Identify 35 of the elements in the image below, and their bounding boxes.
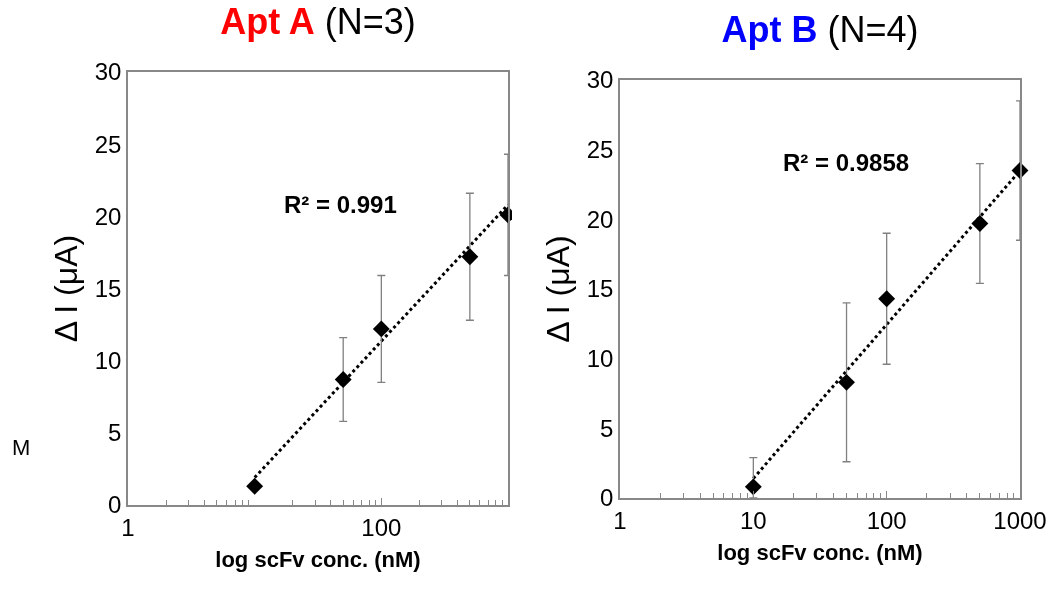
annotation: R² = 0.9858 [783,149,910,176]
y-tick-label: 0 [600,484,614,512]
point [878,290,896,308]
chart-title: Apt B [721,9,818,50]
y-tick-label: 25 [94,130,122,158]
y-tick-label: 20 [94,202,122,230]
y-tick-label: 15 [94,274,122,302]
x-axis-title: log scFv conc. (nM) [717,539,923,565]
y-tick-label: 5 [108,419,122,447]
x-tick-label: 1 [121,513,135,541]
y-axis-title: Δ I (μA) [539,235,576,343]
y-tick-label: 25 [586,136,614,164]
chart-subtitle: (N=3) [324,1,416,42]
text: M [12,435,31,460]
chart-title: Apt A [220,1,315,42]
y-tick-label: 5 [600,414,614,442]
point [744,478,762,496]
y-tick-label: 30 [586,66,614,94]
x-tick-label: 100 [361,513,402,541]
x-tick-label: 1 [613,506,627,534]
y-axis-title: Δ I (μA) [47,234,84,343]
point [246,477,264,495]
chart-subtitle: (N=4) [827,9,919,50]
y-tick-label: 10 [586,345,614,373]
y-tick-label: 10 [94,347,122,375]
x-tick-label: 1000 [993,506,1047,534]
annotation: R² = 0.991 [284,191,397,218]
y-tick-label: 30 [94,58,122,86]
y-tick-label: 15 [586,275,614,303]
point [372,320,390,338]
y-tick-label: 20 [586,205,614,233]
y-tick-label: 0 [108,491,122,519]
x-tick-label: 100 [866,506,907,534]
x-axis-title: log scFv conc. (nM) [215,546,421,572]
x-tick-label: 10 [739,506,767,534]
